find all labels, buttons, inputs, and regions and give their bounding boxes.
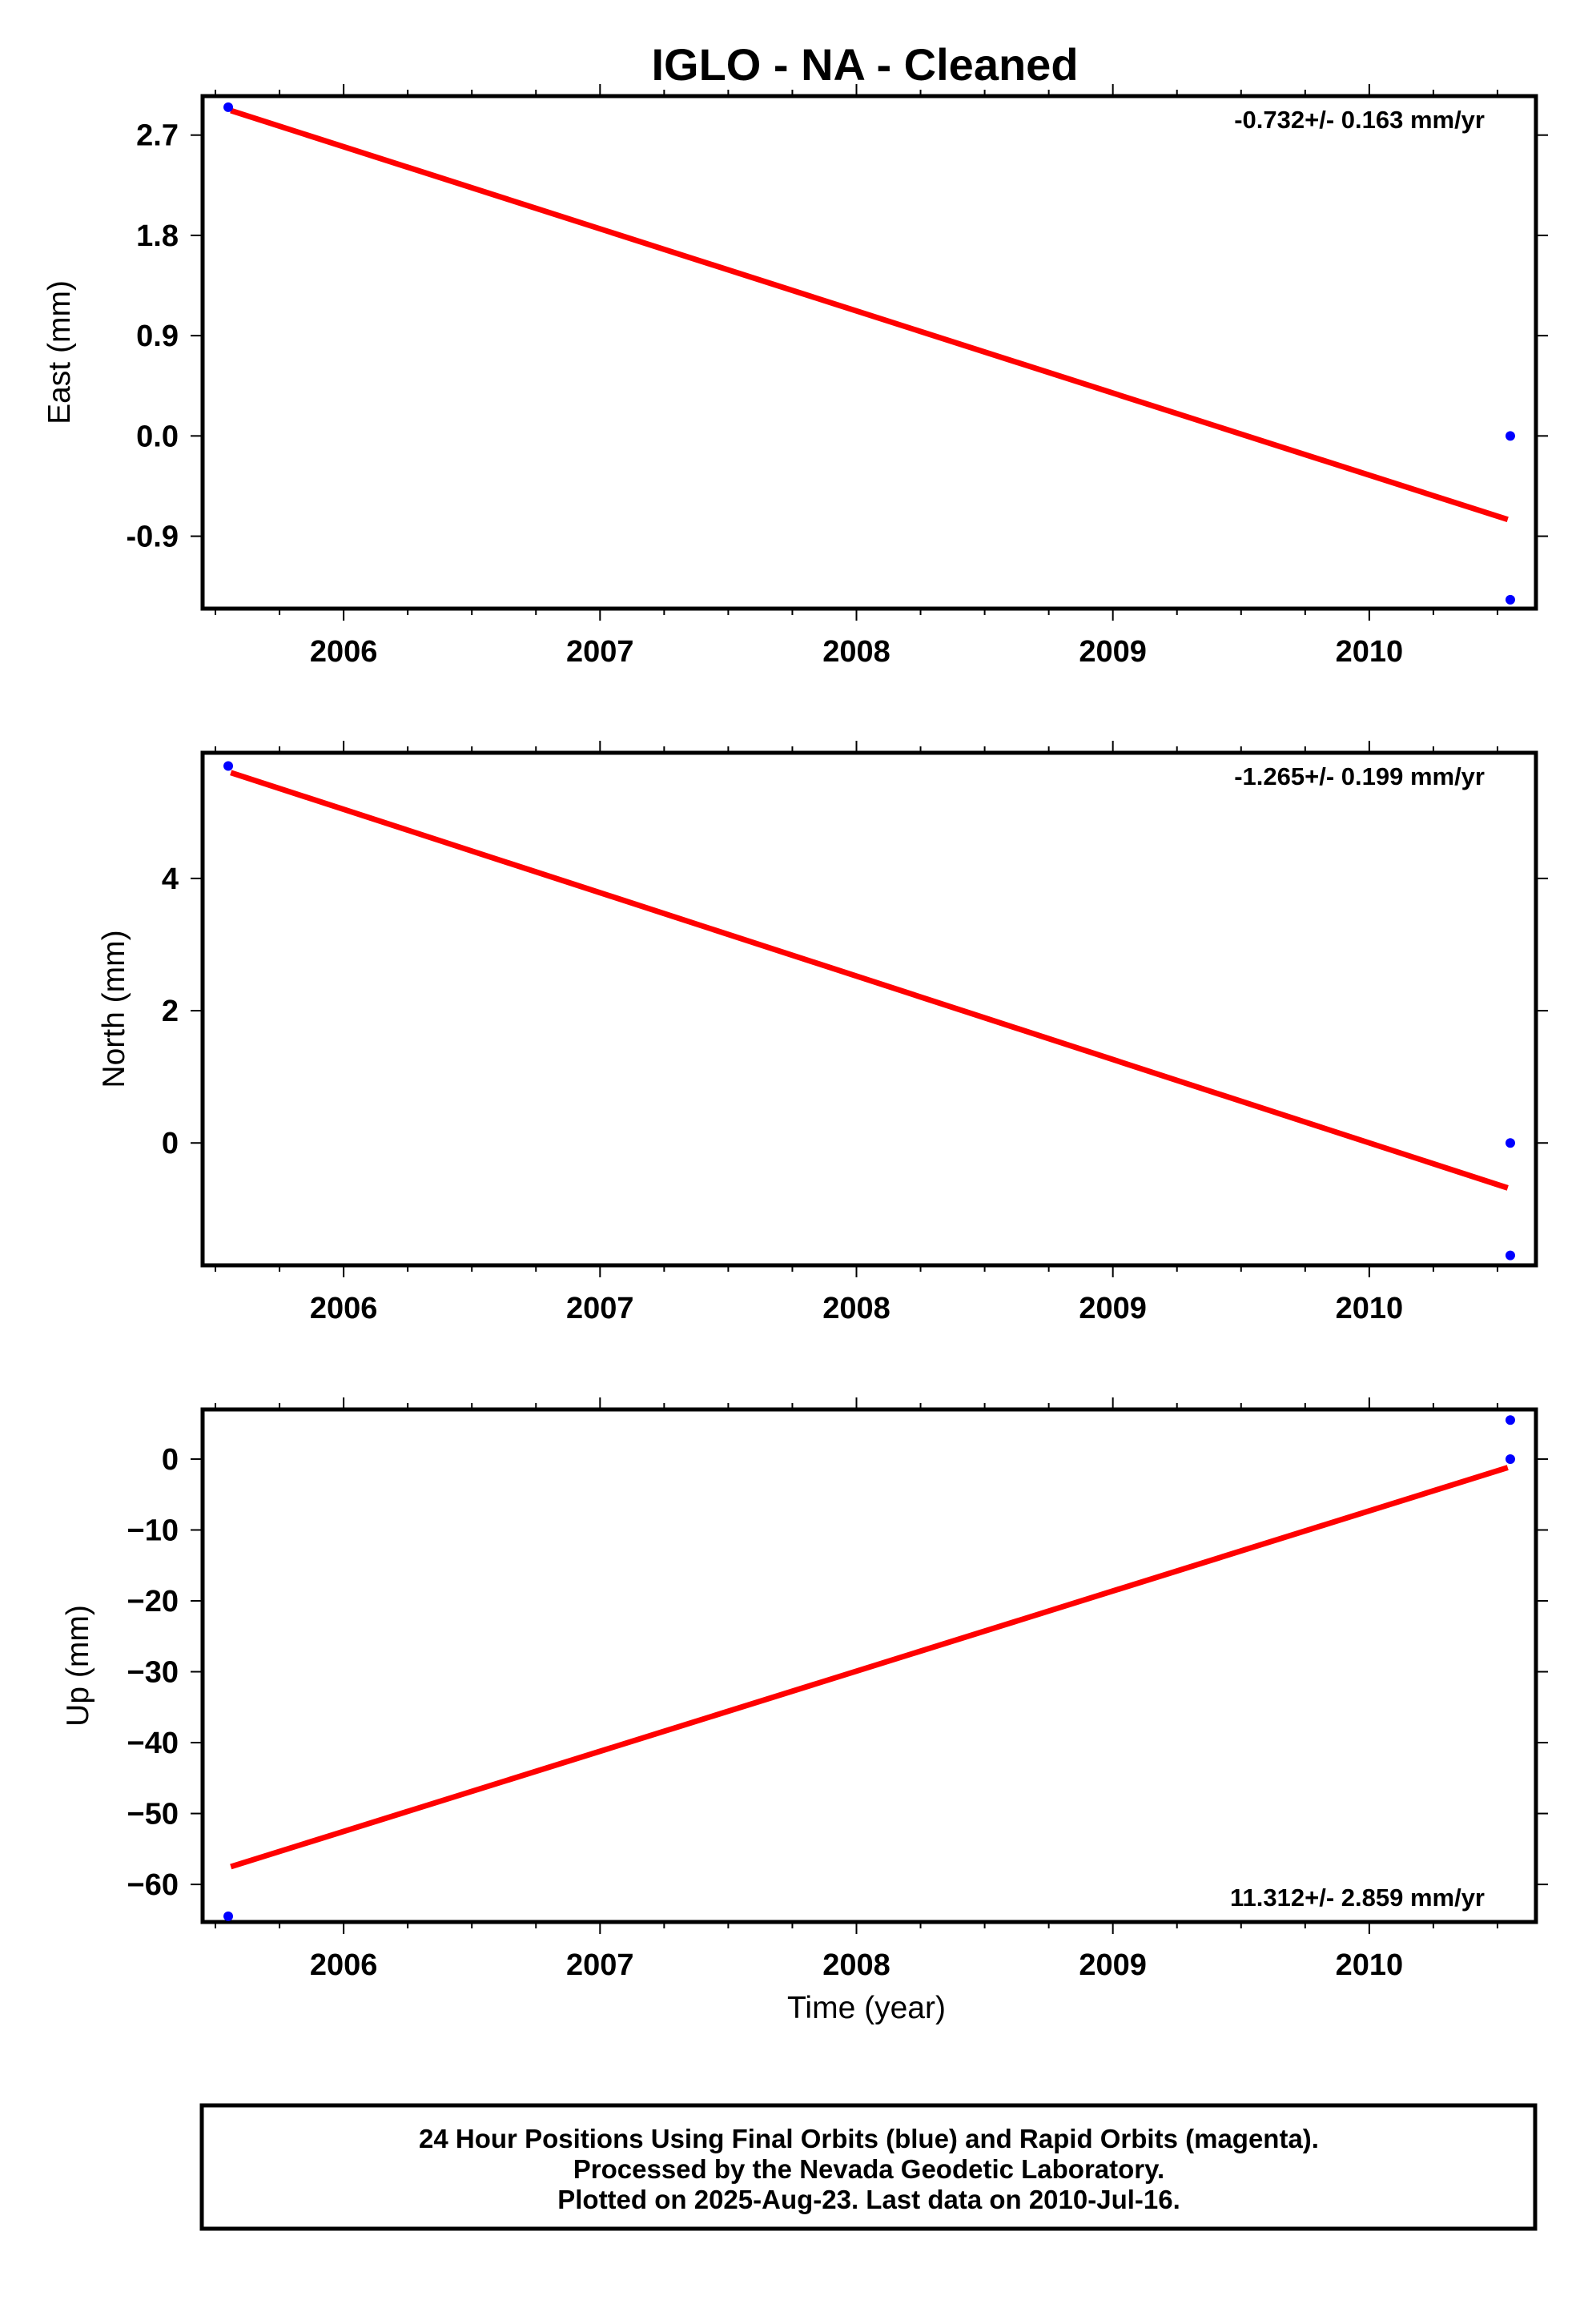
east-x-tick-label: 2007 xyxy=(566,635,634,669)
north-x-tick-label: 2007 xyxy=(566,1292,634,1325)
east-data-point xyxy=(223,102,234,112)
north-rate-label: -1.265+/- 0.199 mm/yr xyxy=(1234,762,1485,790)
east-y-tick-label: 0.9 xyxy=(136,320,179,353)
up-y-tick-label: −50 xyxy=(127,1798,179,1831)
east-y-axis-label: East (mm) xyxy=(42,280,77,424)
east-x-tick-label: 2009 xyxy=(1079,635,1147,669)
east-x-tick-label: 2010 xyxy=(1336,635,1404,669)
north-y-axis-label: North (mm) xyxy=(97,930,131,1088)
footer-line-2: Processed by the Nevada Geodetic Laborat… xyxy=(573,2154,1164,2184)
north-x-tick-label: 2010 xyxy=(1336,1292,1404,1325)
up-x-tick-label: 2006 xyxy=(310,1948,378,1982)
up-y-tick-label: −60 xyxy=(127,1868,179,1902)
east-y-tick-label: 1.8 xyxy=(136,219,179,253)
north-x-tick-label: 2006 xyxy=(310,1292,378,1325)
east-panel: 2006 2007 2008 2009 2010 2.7 1.8 0.9 0.0 -0.9 East… xyxy=(42,84,1548,669)
up-x-tick-label: 2009 xyxy=(1079,1948,1147,1982)
north-data-point xyxy=(223,761,234,771)
up-data-point xyxy=(1505,1454,1515,1464)
east-trend-line xyxy=(230,107,1509,523)
north-y-tick-label: 2 xyxy=(162,995,179,1028)
up-data-point xyxy=(223,1911,234,1921)
north-data-point xyxy=(1505,1138,1515,1148)
up-y-tick-label: −10 xyxy=(127,1514,179,1547)
page-title: IGLO - NA - Cleaned xyxy=(651,39,1078,90)
north-panel: 2006 2007 2008 2009 2010 4 2 0 North (mm) -1.265+… xyxy=(97,741,1548,1325)
east-y-tick-label: 2.7 xyxy=(136,119,179,153)
up-panel: 2006 2007 2008 2009 2010 0 −10 −20 −30 −40 −50 −60 U… xyxy=(61,1397,1548,1982)
east-data-point xyxy=(1505,431,1515,441)
north-trend-line xyxy=(230,770,1509,1191)
east-y-tick-label: 0.0 xyxy=(136,420,179,453)
north-x-tick-label: 2009 xyxy=(1079,1292,1147,1325)
north-plot-frame xyxy=(200,750,1538,1268)
east-plot-frame xyxy=(200,94,1538,611)
east-x-tick-label: 2008 xyxy=(822,635,890,669)
x-axis-label: Time (year) xyxy=(787,1991,946,2025)
north-data-point xyxy=(1505,1250,1515,1261)
up-plot-frame xyxy=(200,1407,1538,1924)
north-x-tick-label: 2008 xyxy=(822,1292,890,1325)
up-rate-label: 11.312+/- 2.859 mm/yr xyxy=(1230,1884,1485,1912)
up-data-point xyxy=(1505,1415,1515,1425)
up-y-axis-label: Up (mm) xyxy=(61,1605,95,1727)
footer-box xyxy=(199,2103,1538,2231)
up-y-tick-label: 0 xyxy=(162,1443,179,1477)
up-x-tick-label: 2008 xyxy=(822,1948,890,1982)
east-y-tick-label: -0.9 xyxy=(127,521,179,554)
up-y-tick-label: −30 xyxy=(127,1656,179,1690)
up-y-tick-label: −40 xyxy=(127,1727,179,1760)
footer-line-3: Plotted on 2025-Aug-23. Last data on 201… xyxy=(557,2185,1180,2214)
up-x-tick-label: 2007 xyxy=(566,1948,634,1982)
up-trend-line xyxy=(230,1465,1509,1870)
east-x-tick-label: 2006 xyxy=(310,635,378,669)
up-y-tick-label: −20 xyxy=(127,1585,179,1618)
east-data-point xyxy=(1505,594,1515,605)
up-x-tick-label: 2010 xyxy=(1336,1948,1404,1982)
footer-line-1: 24 Hour Positions Using Final Orbits (bl… xyxy=(419,2124,1319,2153)
east-rate-label: -0.732+/- 0.163 mm/yr xyxy=(1234,106,1485,134)
north-y-tick-label: 0 xyxy=(162,1127,179,1160)
north-y-tick-label: 4 xyxy=(162,862,179,896)
